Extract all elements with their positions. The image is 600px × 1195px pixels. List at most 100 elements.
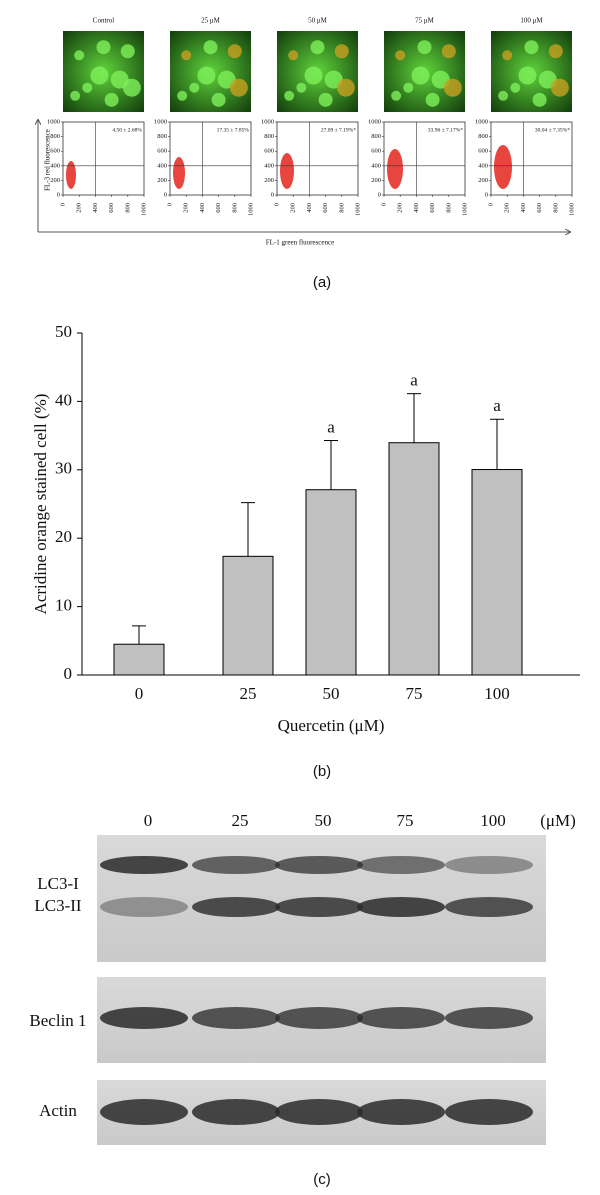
y-tick-label: 40	[55, 390, 72, 409]
x-tick-label: 600	[215, 203, 222, 213]
band	[100, 897, 188, 917]
cell	[502, 50, 513, 61]
band	[192, 856, 280, 874]
band	[357, 897, 445, 917]
band	[357, 1099, 445, 1125]
x-axis-label: Quercetin (μM)	[278, 716, 385, 735]
quadrant-label: 30.04 ± 7.35%*	[535, 127, 570, 133]
band	[100, 856, 188, 874]
x-tick-label: 0	[487, 203, 494, 206]
y-tick-label: 200	[371, 177, 381, 184]
y-tick-label: 600	[264, 148, 274, 155]
cell	[122, 78, 141, 97]
cell	[229, 78, 248, 97]
x-tick-label: 1000	[568, 203, 575, 216]
bar	[388, 442, 440, 676]
y-tick-label: 1000	[261, 118, 274, 125]
cell	[90, 66, 109, 85]
x-tick-label: 100	[484, 684, 510, 703]
significance-label: a	[327, 417, 335, 436]
y-tick-label: 0	[164, 191, 167, 198]
band	[445, 897, 533, 917]
x-tick-label: 400	[413, 203, 420, 213]
cell	[74, 50, 85, 61]
scatter-cloud	[387, 149, 403, 189]
y-tick-label: 200	[478, 177, 488, 184]
band-label: Actin	[39, 1101, 77, 1120]
band	[100, 1099, 188, 1125]
x-tick-label: 400	[520, 203, 527, 213]
cell	[227, 44, 242, 59]
y-tick-label: 800	[478, 133, 488, 140]
cell	[498, 90, 509, 101]
band-label: Beclin 1	[29, 1011, 86, 1030]
x-tick-label: 200	[397, 203, 404, 213]
x-tick-label: 1000	[247, 203, 254, 216]
scatter-cloud	[66, 161, 76, 189]
caption: (b)	[313, 763, 331, 780]
y-tick-label: 30	[55, 459, 72, 478]
cell	[395, 50, 406, 61]
cell	[189, 82, 200, 93]
cell	[518, 66, 537, 85]
cell	[96, 40, 111, 55]
x-tick-label: 600	[429, 203, 436, 213]
y-tick-label: 20	[55, 527, 72, 546]
caption: (c)	[313, 1171, 331, 1188]
cell	[336, 78, 355, 97]
band-label: LC3-I	[37, 874, 79, 893]
cell	[403, 82, 414, 93]
x-axis-label: FL-1 green fluorescence	[266, 239, 334, 247]
band	[275, 897, 363, 917]
x-tick-label: 1000	[140, 203, 147, 216]
cell	[510, 82, 521, 93]
x-tick-label: 800	[552, 203, 559, 213]
y-tick-label: 0	[271, 191, 274, 198]
y-axis-label: FL-3 red fluorescence	[44, 129, 52, 191]
x-tick-label: 600	[108, 203, 115, 213]
image-label: 75 μM	[415, 17, 435, 25]
y-tick-label: 200	[157, 177, 167, 184]
y-tick-label: 800	[264, 133, 274, 140]
quadrant-label: 33.96 ± 7.17%*	[428, 127, 463, 133]
cell	[391, 90, 402, 101]
lane-label: 75	[397, 811, 414, 830]
cell	[284, 90, 295, 101]
image-label: 50 μM	[308, 17, 328, 25]
cell	[304, 66, 323, 85]
y-axis-label: Acridine orange stained cell (%)	[31, 394, 50, 615]
y-tick-label: 600	[157, 148, 167, 155]
band	[192, 1007, 280, 1029]
cell	[411, 66, 430, 85]
cell	[70, 90, 81, 101]
caption: (a)	[313, 274, 331, 291]
y-tick-label: 400	[50, 162, 60, 169]
cell	[441, 44, 456, 59]
x-tick-label: 800	[231, 203, 238, 213]
bar	[305, 489, 357, 676]
significance-label: a	[410, 371, 418, 390]
x-tick-label: 600	[322, 203, 329, 213]
band	[275, 1007, 363, 1029]
y-tick-label: 1000	[368, 118, 381, 125]
band	[445, 856, 533, 874]
y-tick-label: 800	[157, 133, 167, 140]
plot-frame	[62, 121, 145, 196]
y-tick-label: 0	[485, 191, 488, 198]
x-tick-label: 400	[92, 203, 99, 213]
significance-label: a	[493, 396, 501, 415]
y-tick-label: 400	[157, 162, 167, 169]
band	[100, 1007, 188, 1029]
bar	[222, 555, 274, 676]
scatter-cloud	[494, 145, 512, 189]
cell	[524, 40, 539, 55]
quadrant-label: 4.50 ± 2.68%	[112, 127, 142, 133]
y-tick-label: 400	[264, 162, 274, 169]
y-tick-label: 800	[50, 133, 60, 140]
x-tick-label: 50	[323, 684, 340, 703]
cell	[197, 66, 216, 85]
cell	[82, 82, 93, 93]
cell	[548, 44, 563, 59]
lane-label: 0	[144, 811, 153, 830]
